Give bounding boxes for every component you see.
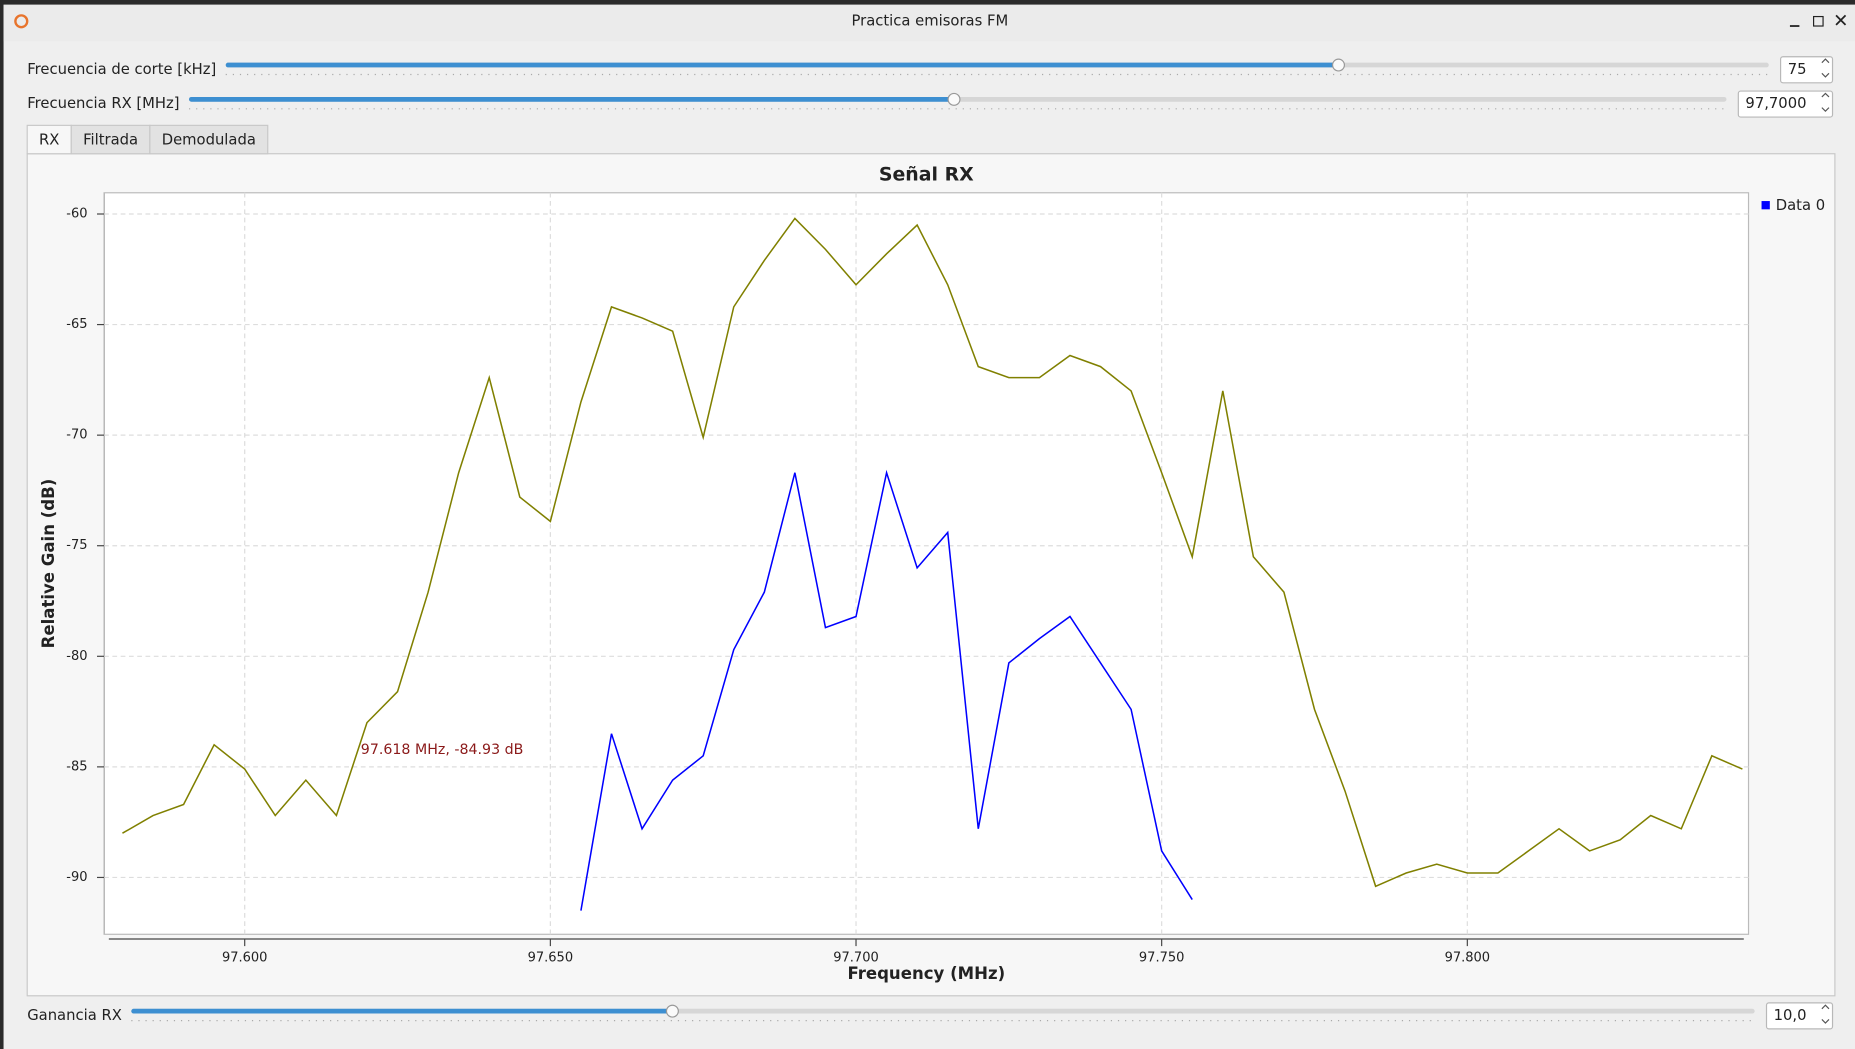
legend-swatch bbox=[1761, 201, 1770, 210]
spin-arrows[interactable] bbox=[1821, 58, 1830, 78]
content: Frecuencia de corte [kHz] 75 Frecuencia RX… bbox=[26, 56, 1834, 1030]
spinbox-value: 10,0 bbox=[1774, 1007, 1807, 1024]
slider-fill bbox=[189, 96, 955, 102]
y-tick-label: -65 bbox=[66, 317, 87, 332]
title-bar bbox=[3, 4, 1855, 42]
maximize-button[interactable] bbox=[1813, 15, 1824, 27]
tab[interactable] bbox=[26, 124, 72, 155]
spinbox[interactable] bbox=[1737, 90, 1834, 118]
slider-handle[interactable] bbox=[947, 92, 961, 106]
tab[interactable] bbox=[70, 124, 151, 155]
y-tick-label: -90 bbox=[66, 870, 87, 885]
x-tick-label: 97.700 bbox=[833, 950, 879, 965]
slider-label: Frecuencia RX [MHz] bbox=[27, 95, 179, 112]
x-axis-label: Frequency (MHz) bbox=[847, 964, 1005, 983]
chart-title: Señal RX bbox=[879, 164, 974, 186]
spinbox-value: 97,7000 bbox=[1745, 95, 1806, 112]
close-button[interactable] bbox=[1835, 14, 1847, 26]
slider-fill bbox=[225, 62, 1339, 68]
annotation: 97.618 MHz, -84.93 dB bbox=[361, 742, 524, 758]
app-icon bbox=[14, 14, 29, 29]
series-line bbox=[580, 469, 1193, 911]
slider-handle[interactable] bbox=[665, 1004, 679, 1018]
y-tick-label: -80 bbox=[66, 649, 87, 664]
window-title: Practica emisoras FM bbox=[852, 12, 1009, 29]
slider-label: Ganancia RX bbox=[27, 1007, 122, 1024]
x-tick-label: 97.800 bbox=[1445, 950, 1491, 965]
legend-label: Data 0 bbox=[1776, 197, 1825, 214]
y-tick-label: -85 bbox=[66, 759, 87, 774]
tab-label: RX bbox=[39, 132, 59, 149]
spinbox-value: 75 bbox=[1788, 61, 1807, 78]
y-tick-label: -75 bbox=[66, 538, 87, 553]
y-tick-label: -60 bbox=[66, 207, 87, 222]
plot-frame bbox=[103, 192, 1750, 935]
spin-arrows[interactable] bbox=[1821, 92, 1830, 113]
tab-label: Demodulada bbox=[162, 132, 256, 149]
series-line bbox=[122, 217, 1743, 888]
y-tick-label: -70 bbox=[66, 428, 87, 443]
x-tick-label: 97.750 bbox=[1139, 950, 1185, 965]
slider-label: Frecuencia de corte [kHz] bbox=[27, 61, 216, 78]
plot-area bbox=[104, 192, 1749, 935]
slider-handle[interactable] bbox=[1331, 58, 1345, 72]
spin-arrows[interactable] bbox=[1821, 1004, 1830, 1024]
slider-fill bbox=[131, 1008, 673, 1014]
tab[interactable] bbox=[149, 124, 269, 155]
spinbox[interactable] bbox=[1765, 1002, 1834, 1030]
x-tick-label: 97.650 bbox=[528, 950, 574, 965]
x-tick-label: 97.600 bbox=[222, 950, 268, 965]
tab-label: Filtrada bbox=[83, 132, 138, 149]
spinbox[interactable] bbox=[1780, 56, 1834, 84]
y-axis-label: Relative Gain (dB) bbox=[39, 479, 58, 649]
